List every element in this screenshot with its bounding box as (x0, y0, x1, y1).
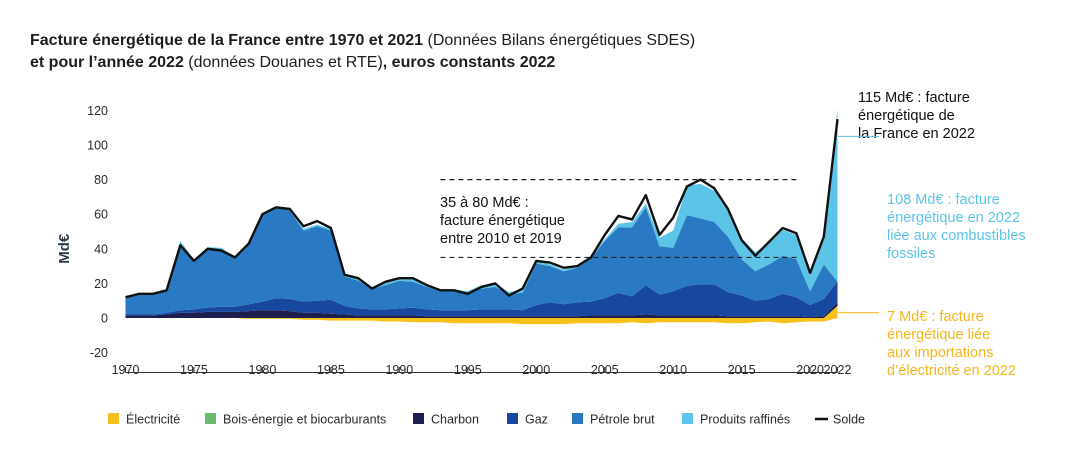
legend-swatch-bois-energie-et-biocarburants (205, 413, 216, 424)
legend-label-electricite: Électricité (126, 412, 180, 427)
solde-line-group (125, 118, 839, 299)
legend-swatch-produits-raffines (682, 413, 693, 424)
x-tick-label: 2015 (728, 363, 756, 377)
legend-label-gaz: Gaz (525, 413, 548, 427)
annotations: 35 à 80 Md€ : facture énergétique entre 20… (440, 90, 1026, 379)
area-charbon (125, 302, 838, 318)
y-tick-label: 0 (101, 312, 108, 326)
x-tick-label: 2010 (659, 363, 687, 377)
annotation-fossil-2022: 108 Md€ : facture énergétique en 2022 liée… (887, 192, 1026, 262)
x-tick-label: 1995 (454, 363, 482, 377)
area-produits-raffines (125, 108, 838, 298)
area-electricite (125, 305, 838, 325)
y-tick-label: 20 (94, 277, 108, 291)
annotation-total-2022: 115 Md€ : facture énergétique de la France… (858, 90, 975, 142)
solde-line (125, 118, 839, 299)
annotation-electricity-2022: 7 Md€ : facture énergétique liée aux impor… (887, 309, 1016, 379)
area-petrole-brut (125, 206, 838, 315)
title-line-2-bold-a: et pour l’année 2022 (30, 54, 184, 71)
y-tick-label: 80 (94, 173, 108, 187)
x-tick-label: 2020 (796, 363, 824, 377)
title-line-1: Facture énergétique de la France entre 1… (30, 30, 695, 52)
y-tick-label: 40 (94, 242, 108, 256)
chart-title: Facture énergétique de la France entre 1… (30, 30, 695, 74)
title-line-2-light: (données Douanes et RTE) (183, 54, 383, 71)
x-tick-label: 2022 (824, 363, 852, 377)
x-tick-label: 2005 (591, 363, 619, 377)
title-line-2: et pour l’année 2022 (données Douanes et… (30, 52, 695, 74)
legend-swatch-electricite (108, 413, 119, 424)
x-tick-label: 1975 (180, 363, 208, 377)
legend-label-bois-energie-et-biocarburants: Bois-énergie et biocarburants (223, 413, 386, 427)
axes: 120 100 80 60 40 20 0 -20 Md€ 1970 1975 1980 1985 199… (56, 104, 851, 377)
title-line-1-light: (Données Bilans énergétiques SDES) (423, 32, 696, 49)
legend-swatch-petrole-brut (572, 413, 583, 424)
stacked-areas (125, 108, 838, 325)
area-gaz (125, 281, 838, 318)
y-axis-label: Md€ (56, 233, 73, 264)
y-tick-label: 120 (87, 104, 108, 118)
y-tick-label: 60 (94, 208, 108, 222)
legend-label-charbon: Charbon (431, 413, 479, 427)
title-line-2-bold-b: , euros constants 2022 (382, 54, 556, 71)
legend: Électricité Bois-énergie et biocarburants… (108, 412, 865, 427)
x-tick-label: 1990 (385, 363, 413, 377)
y-tick-label: 100 (87, 139, 108, 153)
x-tick-label: 1970 (112, 363, 140, 377)
legend-swatch-gaz (507, 413, 518, 424)
legend-label-solde: Solde (833, 413, 865, 427)
y-tick-label: -20 (90, 346, 108, 360)
x-tick-label: 2000 (522, 363, 550, 377)
x-tick-label: 1985 (317, 363, 345, 377)
title-line-1-bold: Facture énergétique de la France entre 1… (30, 32, 424, 49)
legend-label-petrole-brut: Pétrole brut (590, 413, 655, 427)
legend-label-produits-raffines: Produits raffinés (700, 413, 790, 427)
x-tick-label: 1980 (249, 363, 277, 377)
annotation-range: 35 à 80 Md€ : facture énergétique entre 20… (440, 195, 565, 247)
legend-swatch-charbon (413, 413, 424, 424)
